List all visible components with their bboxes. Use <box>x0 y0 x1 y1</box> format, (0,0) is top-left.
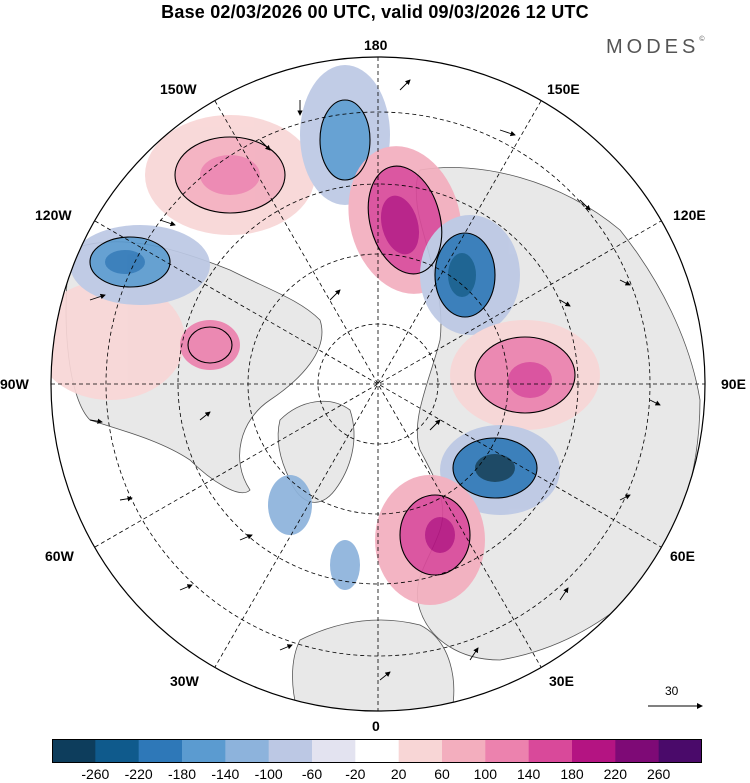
lon-label-0: 0 <box>372 718 380 734</box>
anomaly-negative <box>448 253 476 297</box>
anomaly-positive <box>200 155 260 195</box>
lon-label-30e: 30E <box>549 673 574 689</box>
anomaly-negative <box>105 250 145 274</box>
brand-text: MODES <box>606 36 700 58</box>
colorbar-tick-label: 140 <box>516 766 541 782</box>
anomaly-negative <box>330 540 360 590</box>
colorbar-segment <box>95 739 140 763</box>
map-title: Base 02/03/2026 00 UTC, valid 09/03/2026… <box>161 2 589 22</box>
graticule <box>51 57 705 711</box>
lon-label-30w: 30W <box>170 673 199 689</box>
colorbar-tick-label: 260 <box>646 766 671 782</box>
lon-label-60w: 60W <box>45 548 74 564</box>
colorbar-segment <box>658 739 702 763</box>
colorbar-tick-label: -140 <box>211 766 240 782</box>
contour-lines <box>89 99 576 576</box>
colorbar-tick-label: 60 <box>434 766 450 782</box>
anomaly-positive <box>51 280 185 400</box>
colorbar-segment <box>442 739 486 763</box>
colorbar-tick-label: -60 <box>301 766 323 782</box>
anomaly-negative <box>475 454 515 482</box>
lon-label-60e: 60E <box>670 548 695 564</box>
colorbar-tick-label: -180 <box>167 766 197 782</box>
colorbar-tick-label: -20 <box>345 766 366 782</box>
colorbar-segment <box>615 739 660 763</box>
anomaly-positive <box>380 195 420 255</box>
wind-vectors <box>89 79 661 681</box>
lon-label-180: 180 <box>364 37 388 53</box>
colorbar-segment <box>572 739 616 763</box>
anomaly-positive <box>508 362 552 398</box>
lon-label-90w: 90W <box>0 376 29 392</box>
colorbar-tick-label: -260 <box>81 766 110 782</box>
colorbar-segment <box>52 739 96 763</box>
anomaly-negative <box>320 100 370 180</box>
colorbar-border <box>52 739 702 763</box>
colorbar-segment <box>138 739 183 763</box>
colorbar-tick-label: 220 <box>603 766 628 782</box>
anomaly-negative <box>268 475 312 535</box>
colorbar-tick-label: -100 <box>254 766 283 782</box>
colorbar-tick-label: -220 <box>124 766 153 782</box>
anomaly-positive <box>425 517 455 553</box>
brand-logo: MODES© <box>606 36 705 59</box>
lon-label-120w: 120W <box>35 207 72 223</box>
colorbar-tick-label: 20 <box>390 766 407 782</box>
colorbar-segment <box>182 739 226 763</box>
lon-label-120e: 120E <box>673 207 706 223</box>
colorbar <box>52 739 702 763</box>
colorbar-tick-label: 180 <box>560 766 584 782</box>
colorbar-segment <box>225 739 270 763</box>
map-disc <box>51 57 705 711</box>
lon-label-150w: 150W <box>160 81 197 97</box>
lon-label-150e: 150E <box>547 81 580 97</box>
brand-mark: © <box>699 36 705 43</box>
map-border <box>50 56 706 712</box>
colorbar-segment <box>312 739 356 763</box>
vector-key-label: 30 <box>665 684 679 698</box>
colorbar-tick-label: 100 <box>473 766 498 782</box>
colorbar-segment <box>355 739 400 763</box>
colorbar-segment <box>398 739 443 763</box>
colorbar-segment <box>485 739 530 763</box>
colorbar-segment <box>528 739 573 763</box>
land-africa <box>292 619 455 711</box>
lon-label-90e: 90E <box>721 376 746 392</box>
colorbar-segment <box>268 739 313 763</box>
anomaly-fields <box>51 65 600 605</box>
